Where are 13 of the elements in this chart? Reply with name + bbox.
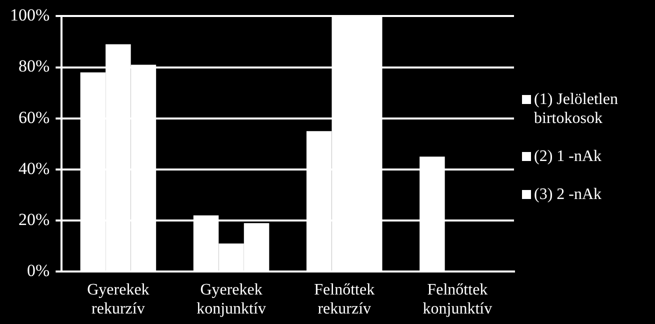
x-tick-label: Felnőttek rekurzív xyxy=(314,281,375,318)
y-tick-label: 40% xyxy=(18,158,50,178)
y-tick-label: 80% xyxy=(18,56,50,76)
y-tick-label: 60% xyxy=(18,108,50,127)
legend-label: (1) Jelöletlen birtokosok xyxy=(534,90,619,128)
y-tick-label: 0% xyxy=(26,261,50,280)
x-tick-label: Gyerekek rekurzív xyxy=(87,281,150,318)
x-tick-label: Felnőttek konjunktív xyxy=(422,281,492,318)
x-tick-label: Gyerekek konjunktív xyxy=(196,281,266,318)
y-tick-label: 20% xyxy=(18,210,50,229)
y-tick-label: 100% xyxy=(10,6,50,25)
legend-label: (2) 1 -nAk xyxy=(534,147,602,166)
legend-label: (3) 2 -nAk xyxy=(534,185,602,204)
